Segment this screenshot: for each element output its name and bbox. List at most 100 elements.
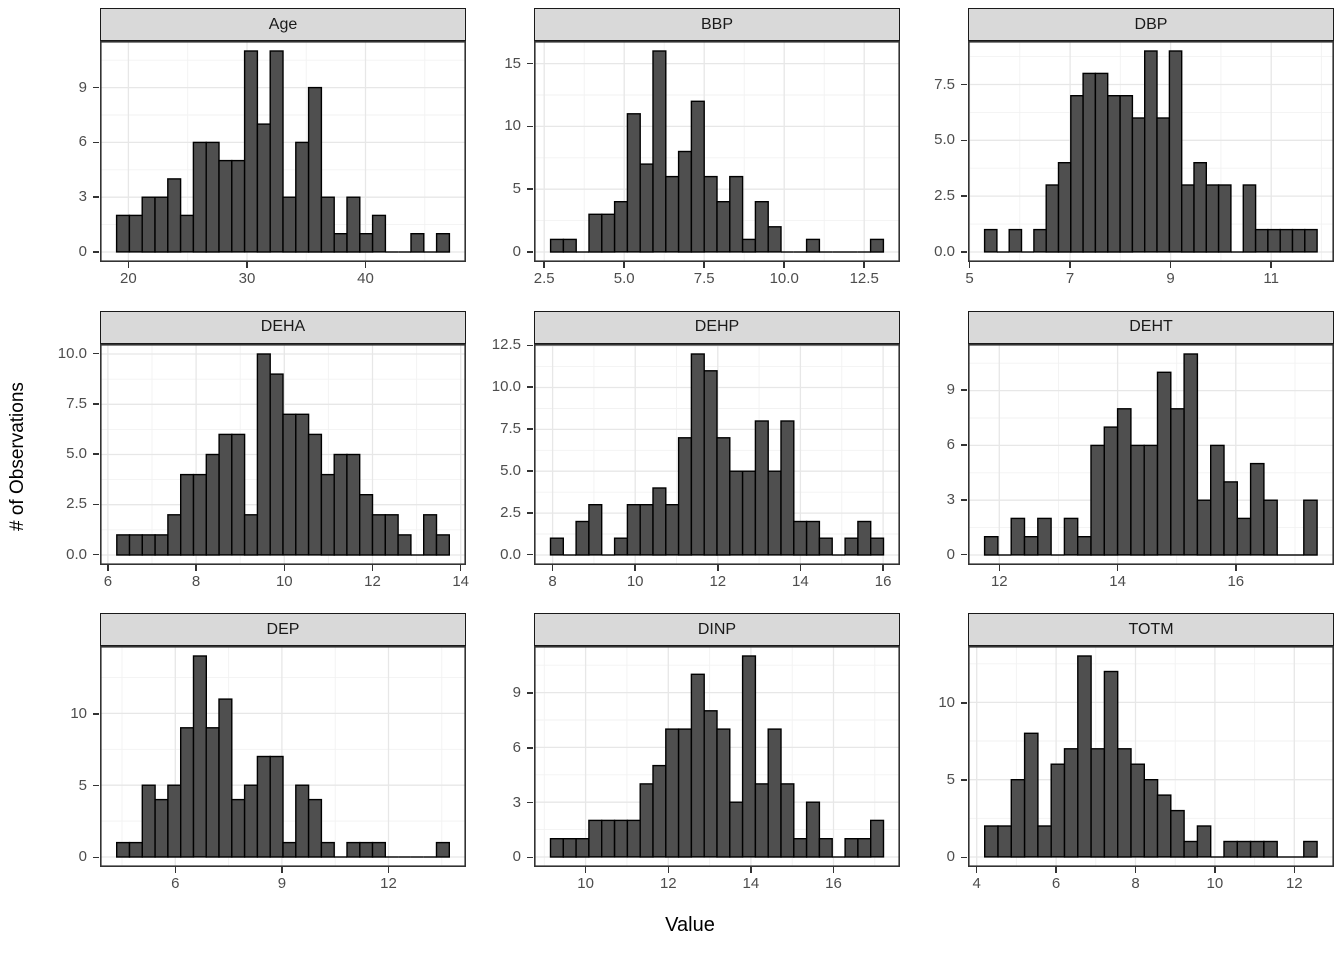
x-tick-label: 12 bbox=[990, 572, 1008, 590]
y-tick-label: 6 bbox=[78, 133, 87, 151]
x-axis: 4 6 8 10 12 bbox=[968, 867, 1334, 899]
x-tick-mark bbox=[667, 867, 670, 874]
x-axis-title: Value bbox=[665, 914, 715, 936]
y-tick-label: 9 bbox=[512, 683, 521, 701]
facet-title: DEP bbox=[266, 620, 300, 638]
x-tick-mark bbox=[584, 867, 587, 874]
x-tick-mark bbox=[799, 564, 802, 571]
x-tick-label: 2.5 bbox=[533, 270, 555, 287]
facet-strip: DINP bbox=[534, 613, 900, 647]
y-tick-label: 5 bbox=[512, 180, 521, 198]
y-tick-label: 0.0 bbox=[500, 545, 521, 563]
x-tick-mark bbox=[1169, 262, 1172, 268]
y-tick-mark bbox=[93, 141, 99, 144]
x-tick-label: 16 bbox=[825, 875, 842, 893]
histogram-panel bbox=[100, 41, 466, 262]
y-tick-mark bbox=[93, 86, 99, 89]
histogram-panel bbox=[100, 343, 466, 565]
y-tick-mark bbox=[93, 553, 99, 556]
y-tick-label: 0 bbox=[946, 848, 955, 866]
x-tick-label: 8 bbox=[548, 572, 557, 590]
x-tick-label: 10 bbox=[1206, 875, 1224, 893]
y-tick-label: 12.5 bbox=[491, 336, 521, 354]
facet-strip: DEHA bbox=[100, 310, 466, 344]
facet-strip: Age bbox=[100, 8, 466, 41]
y-tick-mark bbox=[93, 251, 99, 253]
y-tick-label: 6 bbox=[512, 738, 521, 756]
y-tick-mark bbox=[527, 386, 533, 388]
facet-title: DINP bbox=[697, 620, 737, 638]
x-tick-label: 30 bbox=[238, 270, 256, 287]
x-tick-label: 12.5 bbox=[849, 270, 879, 287]
x-tick-label: 12 bbox=[709, 572, 727, 590]
y-tick-mark bbox=[961, 251, 967, 253]
x-tick-mark bbox=[283, 564, 286, 571]
y-tick-mark bbox=[527, 856, 533, 859]
x-tick-mark bbox=[371, 564, 374, 571]
x-tick-label: 12 bbox=[1285, 875, 1303, 893]
y-tick-label: 0 bbox=[946, 545, 955, 563]
x-tick-label: 14 bbox=[1109, 572, 1126, 590]
facet-dbp: DBP 0.0 2.5 5.0 7.5 5 7 9 11 bbox=[904, 8, 1334, 301]
x-tick-mark bbox=[1270, 262, 1272, 268]
y-tick-mark bbox=[93, 784, 99, 787]
facet-dep: DEP 0 5 10 6 9 12 bbox=[36, 613, 466, 906]
x-tick-mark bbox=[1069, 262, 1071, 268]
x-tick-mark bbox=[1293, 867, 1296, 874]
histogram-panel bbox=[534, 646, 900, 868]
x-axis: 10 12 14 16 bbox=[534, 867, 900, 899]
y-tick-label: 3 bbox=[946, 490, 955, 508]
y-tick-label: 15 bbox=[504, 54, 521, 72]
y-tick-label: 0.0 bbox=[934, 243, 955, 260]
x-tick-mark bbox=[703, 262, 705, 268]
x-tick-mark bbox=[783, 262, 785, 268]
x-tick-mark bbox=[1055, 867, 1057, 874]
x-tick-mark bbox=[750, 867, 752, 874]
y-tick-label: 2.5 bbox=[500, 503, 521, 521]
y-tick-mark bbox=[527, 62, 533, 65]
x-tick-mark bbox=[882, 564, 884, 571]
y-tick-label: 10.0 bbox=[491, 378, 521, 396]
x-tick-label: 16 bbox=[874, 572, 892, 590]
y-tick-label: 2.5 bbox=[934, 187, 955, 205]
y-tick-mark bbox=[93, 453, 99, 455]
x-tick-mark bbox=[174, 867, 177, 874]
y-axis: 0.0 2.5 5.0 7.5 10.0 bbox=[36, 344, 100, 565]
y-tick-label: 10.0 bbox=[57, 344, 87, 362]
x-axis: 5 7 9 11 bbox=[965, 262, 1334, 294]
facet-strip: DEHT bbox=[968, 310, 1334, 344]
y-tick-mark bbox=[961, 444, 967, 446]
y-tick-label: 2.5 bbox=[66, 495, 87, 513]
y-tick-label: 3 bbox=[78, 188, 87, 206]
y-tick-label: 0.0 bbox=[66, 545, 87, 563]
x-tick-mark bbox=[863, 262, 865, 268]
y-tick-mark bbox=[961, 701, 967, 704]
y-tick-mark bbox=[93, 712, 99, 715]
x-tick-label: 7.5 bbox=[693, 270, 715, 287]
y-tick-mark bbox=[527, 801, 533, 804]
y-tick-label: 5 bbox=[946, 771, 955, 789]
x-tick-label: 6 bbox=[103, 572, 113, 590]
facet-totm: TOTM 0 5 10 4 6 8 10 12 bbox=[904, 613, 1334, 906]
y-tick-mark bbox=[527, 251, 533, 253]
x-tick-label: 12 bbox=[659, 875, 677, 893]
y-axis: 0.0 2.5 5.0 7.5 10.0 12.5 bbox=[470, 337, 534, 565]
y-tick-mark bbox=[961, 139, 967, 142]
x-tick-label: 10.0 bbox=[769, 270, 799, 287]
histogram-panel bbox=[968, 41, 1334, 262]
facet-title: DEHP bbox=[694, 318, 740, 336]
x-tick-mark bbox=[551, 564, 554, 571]
x-tick-mark bbox=[1235, 564, 1237, 571]
x-axis: 6 9 12 bbox=[100, 867, 466, 899]
x-tick-label: 14 bbox=[742, 875, 760, 893]
y-tick-mark bbox=[961, 195, 967, 197]
x-tick-mark bbox=[281, 867, 283, 874]
x-tick-label: 6 bbox=[1051, 875, 1061, 893]
y-axis: 0 3 6 9 bbox=[904, 344, 968, 565]
y-tick-mark bbox=[961, 856, 967, 859]
x-tick-mark bbox=[1214, 867, 1216, 874]
x-tick-label: 12 bbox=[364, 572, 381, 590]
y-tick-label: 10 bbox=[938, 693, 955, 711]
